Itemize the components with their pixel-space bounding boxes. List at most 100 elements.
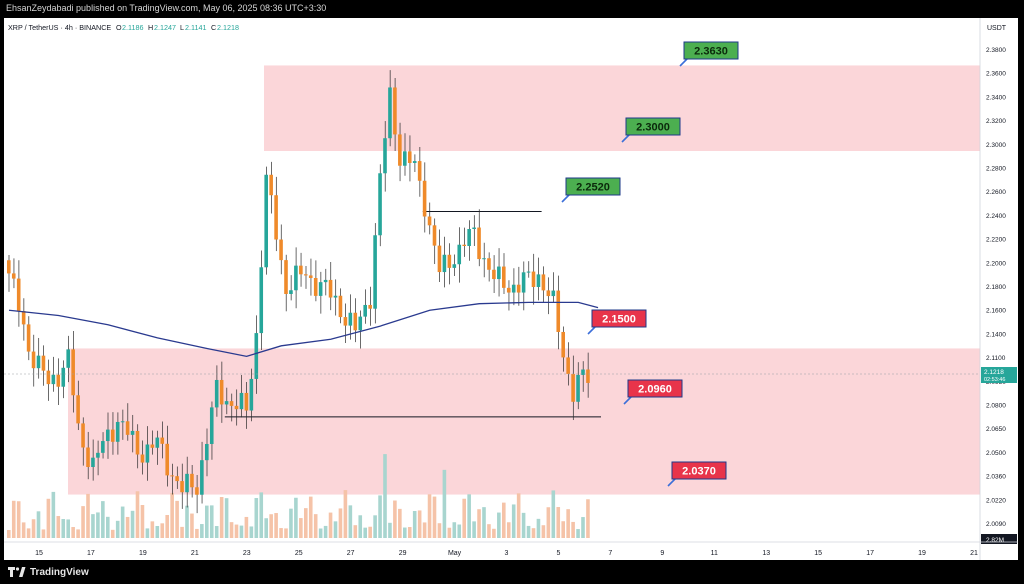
candle[interactable] <box>160 437 165 444</box>
candle[interactable] <box>427 216 432 226</box>
candle[interactable] <box>422 180 427 217</box>
candle[interactable] <box>71 349 75 396</box>
candle[interactable] <box>576 374 580 402</box>
candle[interactable] <box>353 312 358 331</box>
candle[interactable] <box>110 429 115 442</box>
candle[interactable] <box>447 254 452 268</box>
candle[interactable] <box>561 331 565 358</box>
candle[interactable] <box>224 401 229 405</box>
candle[interactable] <box>299 265 303 275</box>
candle[interactable] <box>21 311 26 325</box>
candle[interactable] <box>219 379 224 405</box>
tradingview-logo[interactable]: TradingView <box>8 567 89 578</box>
candle[interactable] <box>289 290 293 294</box>
candle[interactable] <box>556 290 561 332</box>
candle[interactable] <box>432 225 437 246</box>
candle[interactable] <box>294 265 298 291</box>
candle[interactable] <box>284 260 288 294</box>
candle[interactable] <box>393 87 397 135</box>
candle[interactable] <box>477 227 481 260</box>
candle[interactable] <box>16 278 21 312</box>
candle[interactable] <box>511 284 516 293</box>
candle[interactable] <box>200 460 204 495</box>
candle[interactable] <box>363 304 367 317</box>
candle[interactable] <box>531 271 536 287</box>
candle[interactable] <box>304 274 308 276</box>
candle[interactable] <box>452 264 457 268</box>
candle[interactable] <box>437 245 442 273</box>
candle[interactable] <box>170 475 174 477</box>
candle[interactable] <box>165 443 169 476</box>
candle[interactable] <box>46 370 51 385</box>
candle[interactable] <box>140 454 145 463</box>
candle[interactable] <box>586 369 590 383</box>
candle[interactable] <box>333 295 338 298</box>
candle[interactable] <box>328 279 333 298</box>
chart-panel[interactable]: 2.3630 2.3000 2.2520 2.1500 2.0960 2.0370 XRP… <box>4 18 1018 560</box>
candle[interactable] <box>368 304 372 309</box>
candle[interactable] <box>407 151 412 163</box>
price-zone[interactable] <box>68 348 980 495</box>
candle[interactable] <box>338 295 343 318</box>
candle[interactable] <box>91 457 95 467</box>
candle[interactable] <box>546 290 551 297</box>
candle[interactable] <box>76 395 80 424</box>
candle[interactable] <box>66 349 70 368</box>
candle[interactable] <box>398 134 402 166</box>
candle[interactable] <box>185 473 189 493</box>
candle[interactable] <box>279 239 283 261</box>
candle[interactable] <box>343 317 348 326</box>
candle[interactable] <box>135 430 140 455</box>
candle[interactable] <box>378 173 382 236</box>
candle[interactable] <box>26 324 31 352</box>
candle[interactable] <box>521 272 526 293</box>
candle[interactable] <box>229 401 234 406</box>
candle[interactable] <box>373 235 377 309</box>
price-chart[interactable]: 2.3630 2.3000 2.2520 2.1500 2.0960 2.0370 XRP… <box>4 18 1018 560</box>
candle[interactable] <box>497 266 501 280</box>
candle[interactable] <box>358 316 363 331</box>
candle[interactable] <box>388 87 392 139</box>
candle[interactable] <box>51 374 56 385</box>
level-label-box[interactable] <box>683 41 739 60</box>
candle[interactable] <box>120 421 125 423</box>
level-label-box[interactable] <box>671 461 727 480</box>
candle[interactable] <box>274 195 278 240</box>
candle[interactable] <box>403 151 407 166</box>
candle[interactable] <box>442 254 447 273</box>
candle[interactable] <box>31 351 36 369</box>
candle[interactable] <box>526 271 531 273</box>
candle[interactable] <box>264 174 268 268</box>
candle[interactable] <box>472 227 476 230</box>
candle[interactable] <box>56 374 61 387</box>
candle[interactable] <box>81 423 85 448</box>
candle[interactable] <box>115 421 120 442</box>
candle[interactable] <box>506 287 511 293</box>
candle[interactable] <box>566 357 570 374</box>
candle[interactable] <box>254 333 259 379</box>
candle[interactable] <box>41 355 46 371</box>
candle[interactable] <box>259 267 264 334</box>
candle[interactable] <box>125 421 130 435</box>
candle[interactable] <box>482 258 486 260</box>
candle[interactable] <box>541 274 546 291</box>
candle[interactable] <box>214 379 219 408</box>
level-label-box[interactable] <box>625 117 681 136</box>
candle[interactable] <box>412 161 417 163</box>
candle[interactable] <box>175 476 179 482</box>
candle[interactable] <box>467 229 471 246</box>
level-label-box[interactable] <box>591 309 647 328</box>
candle[interactable] <box>457 244 462 265</box>
candle[interactable] <box>492 269 496 280</box>
candle[interactable] <box>516 284 521 293</box>
candle[interactable] <box>101 441 105 453</box>
candle[interactable] <box>244 392 249 411</box>
candle[interactable] <box>11 273 16 279</box>
candle[interactable] <box>313 278 318 296</box>
candle[interactable] <box>417 161 422 181</box>
candle[interactable] <box>205 443 209 461</box>
moving-average-line[interactable] <box>8 301 599 358</box>
candle[interactable] <box>150 444 155 448</box>
level-label-box[interactable] <box>627 379 683 398</box>
candle[interactable] <box>348 312 353 326</box>
